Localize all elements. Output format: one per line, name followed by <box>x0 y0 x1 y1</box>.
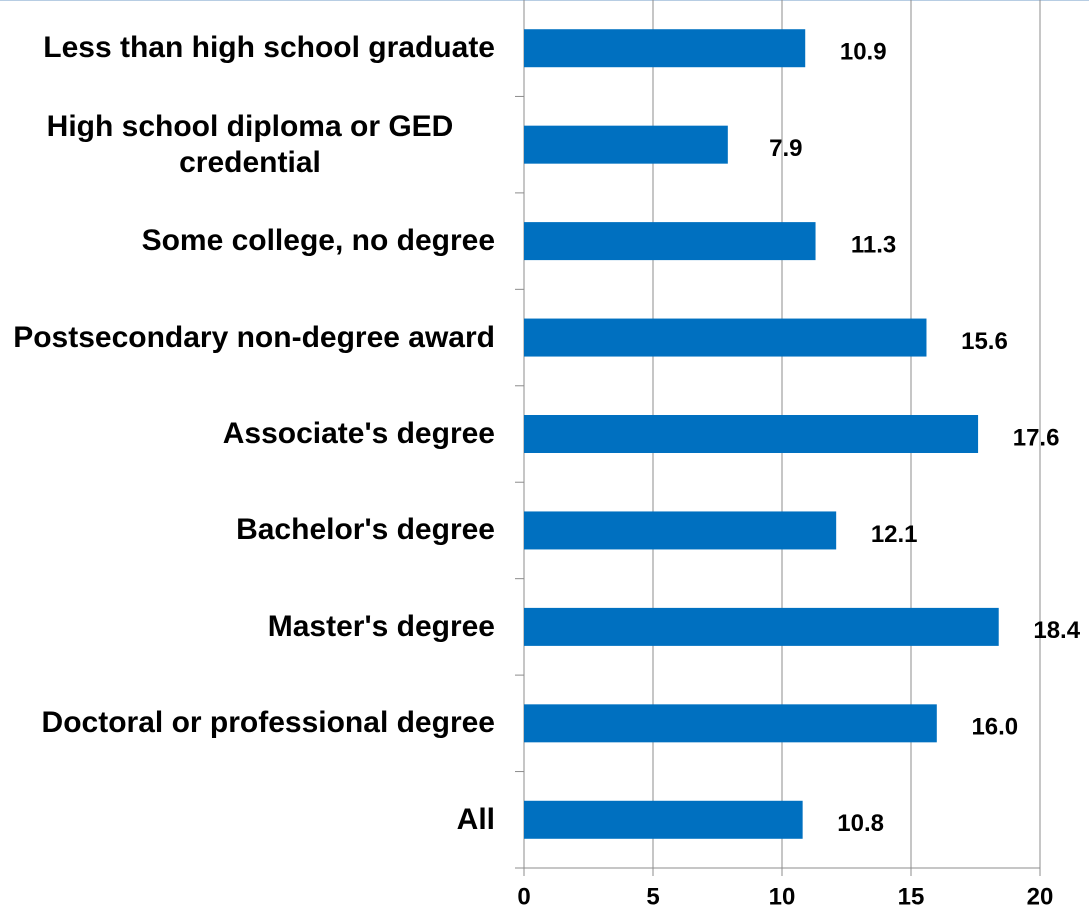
value-label: 12.1 <box>871 521 918 548</box>
bar <box>524 318 927 357</box>
y-tick-label: Postsecondary non-degree award <box>13 320 495 354</box>
y-tick-label: High school diploma or GED credential <box>46 109 454 179</box>
x-tick-label: 5 <box>646 883 659 910</box>
y-tick-label: Associate's degree <box>222 417 495 450</box>
value-label: 11.3 <box>851 231 896 258</box>
value-label: 7.9 <box>769 135 802 162</box>
value-label: 15.6 <box>961 328 1008 355</box>
x-tick-label: 0 <box>517 883 530 910</box>
value-label: 17.6 <box>1013 424 1060 451</box>
y-tick-label: All <box>456 802 495 836</box>
bar <box>524 415 979 453</box>
y-tick-label: Doctoral or professional degree <box>41 706 495 740</box>
y-tick-label: Master's degree <box>267 609 495 643</box>
y-tick-label-box: Doctoral or professional degree <box>0 675 495 771</box>
y-tick-label: Bachelor's degree <box>236 513 495 547</box>
x-tick-label: 20 <box>1027 883 1054 910</box>
bar <box>524 511 837 550</box>
value-label: 18.4 <box>1033 617 1080 644</box>
y-tick-label: Some college, no degree <box>141 224 495 258</box>
value-label: 10.8 <box>837 810 884 837</box>
x-tick-label: 10 <box>769 883 796 910</box>
bar <box>524 222 816 261</box>
bar <box>524 125 728 164</box>
bar <box>524 704 937 743</box>
y-tick-label-box: Less than high school graduate <box>0 0 495 96</box>
y-tick-label-box: High school diploma or GED credential <box>0 97 495 193</box>
value-label: 10.9 <box>840 39 887 66</box>
y-tick-label-box: Some college, no degree <box>0 193 495 289</box>
bar <box>524 29 806 68</box>
y-tick-label-box: Master's degree <box>0 579 495 675</box>
y-tick-label-box: All <box>0 772 495 868</box>
y-tick-label-box: Postsecondary non-degree award <box>0 290 495 386</box>
x-tick-label: 15 <box>898 883 925 910</box>
y-tick-label: Less than high school graduate <box>43 31 495 65</box>
y-tick-label-box: Bachelor's degree <box>0 482 495 578</box>
bar <box>524 800 803 839</box>
bar <box>524 607 999 646</box>
y-tick-label-box: Associate's degree <box>0 386 495 482</box>
value-label: 16.0 <box>971 714 1018 741</box>
